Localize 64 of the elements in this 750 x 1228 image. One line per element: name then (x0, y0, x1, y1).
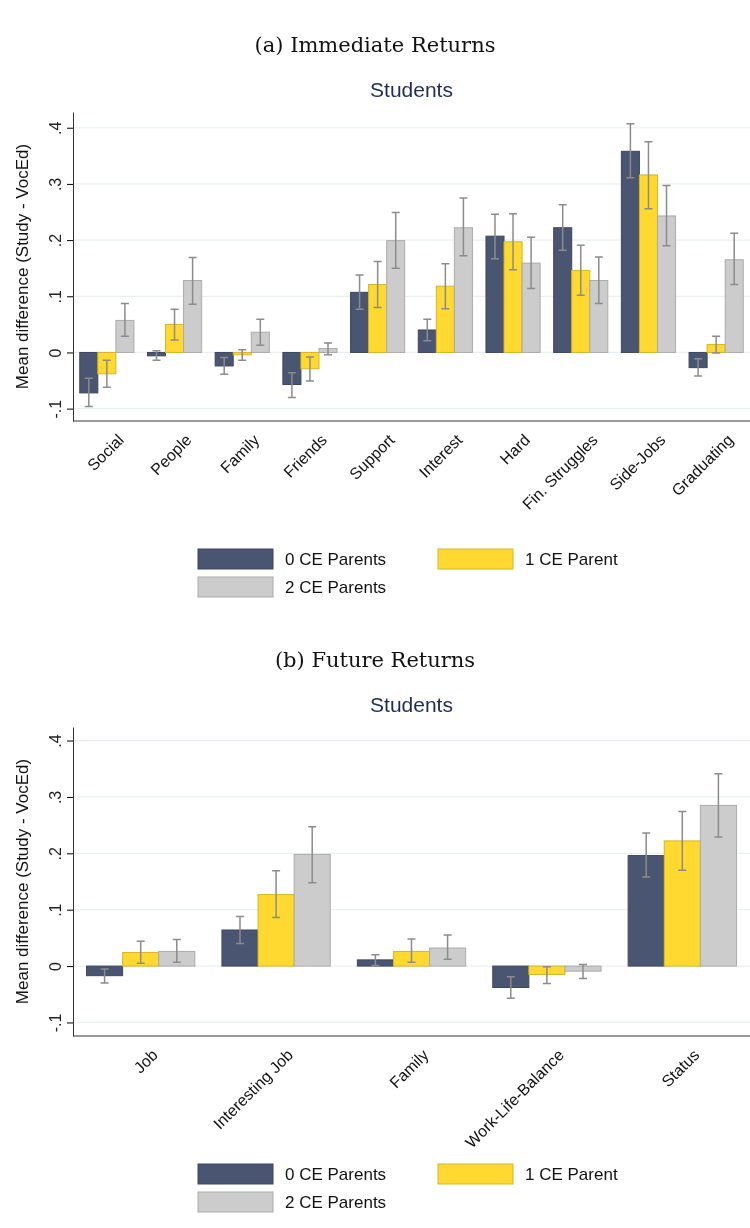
y-tick-label: -.1 (47, 1013, 64, 1033)
chart-subtitle: Students (370, 693, 453, 716)
y-tick-label: .1 (47, 903, 64, 917)
y-tick-label: 0 (47, 348, 64, 358)
y-tick-label: .4 (47, 734, 64, 748)
bar (663, 840, 701, 967)
bar (638, 174, 658, 353)
bar (158, 950, 196, 967)
bar (688, 351, 708, 369)
bar (79, 351, 99, 394)
bar (589, 280, 609, 353)
x-tick-label: Job (130, 1046, 161, 1077)
bar (553, 227, 573, 353)
bar (115, 319, 135, 353)
legend-label: 0 CE Parents (285, 550, 387, 569)
bar (627, 855, 665, 967)
bar (571, 269, 591, 353)
bar (293, 853, 331, 967)
bar (435, 285, 455, 353)
bar (453, 227, 473, 353)
bar (86, 965, 124, 977)
bar (122, 952, 160, 967)
y-tick-label: .1 (47, 290, 64, 304)
legend-label: 1 CE Parent (525, 550, 618, 569)
bar (656, 215, 677, 353)
y-tick-label: -.1 (47, 399, 64, 419)
legend-label: 2 CE Parents (285, 1193, 387, 1212)
legend-label: 0 CE Parents (285, 1165, 387, 1184)
bar (386, 240, 406, 353)
chart-title: (a) Immediate Returns (254, 33, 496, 57)
bar (620, 150, 640, 353)
bar (564, 965, 602, 972)
chart-subtitle: Students (370, 78, 453, 101)
bar (528, 965, 566, 976)
y-axis-title: Mean difference (Study - VocEd) (13, 143, 32, 390)
bar (257, 893, 295, 967)
y-tick-label: .3 (47, 177, 64, 192)
chart-title: (b) Future Returns (274, 648, 476, 672)
y-tick-label: .4 (47, 121, 64, 135)
bar (724, 259, 744, 353)
bar (429, 947, 467, 967)
bar (183, 280, 203, 353)
bar (417, 329, 437, 353)
bar (699, 804, 737, 967)
bar (221, 929, 259, 967)
bar (356, 959, 394, 967)
bar (350, 291, 370, 353)
bar (282, 351, 302, 385)
y-axis-title: Mean difference (Study - VocEd) (13, 758, 32, 1005)
bar (492, 965, 530, 989)
y-tick-label: .2 (47, 233, 64, 248)
bar (485, 235, 505, 353)
bar (392, 950, 431, 967)
y-tick-label: .3 (47, 790, 64, 805)
y-tick-label: .2 (47, 847, 64, 861)
bar (503, 241, 523, 353)
bar (368, 283, 388, 353)
legend-label: 2 CE Parents (285, 578, 387, 597)
bar (97, 351, 117, 375)
bar (250, 331, 270, 353)
bar (521, 262, 541, 353)
legend-label: 1 CE Parent (525, 1165, 618, 1184)
bar (214, 351, 234, 367)
y-tick-label: 0 (47, 962, 64, 972)
